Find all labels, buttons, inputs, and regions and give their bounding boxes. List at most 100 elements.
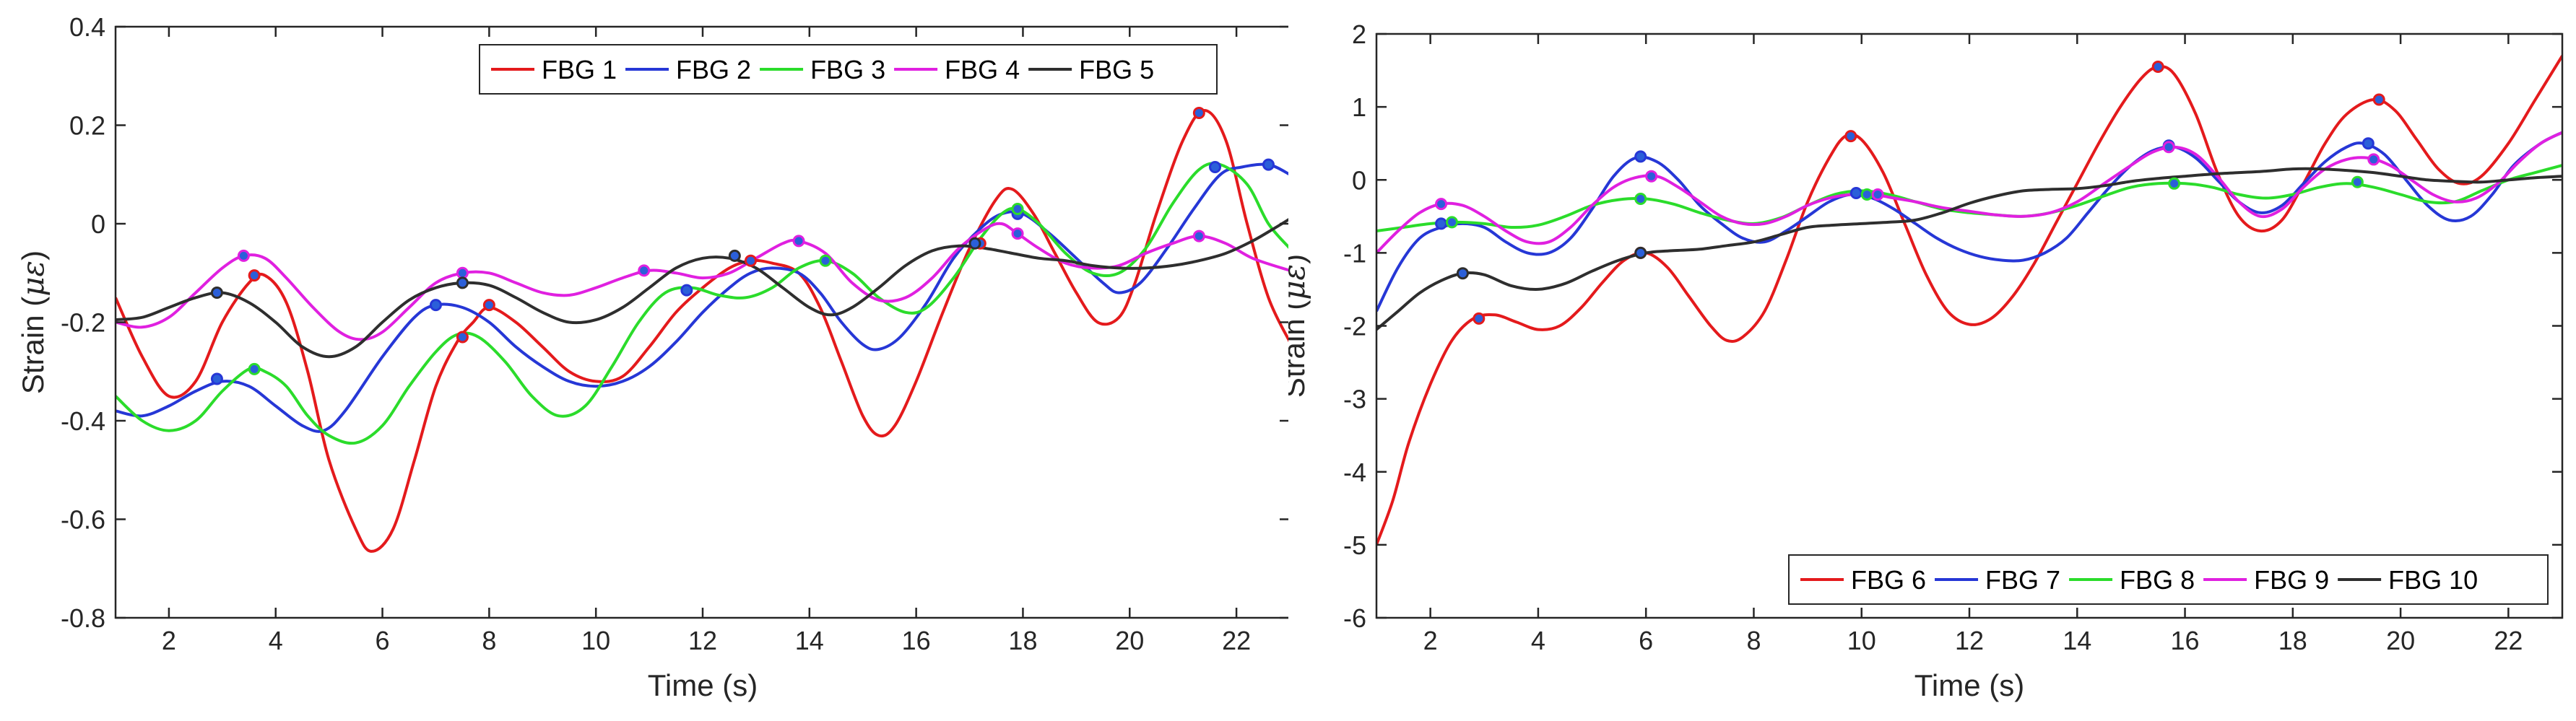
- marker-fbg-4-3: [792, 235, 805, 248]
- x-axis-label: Time (s): [648, 668, 758, 702]
- x-tick-label: 6: [376, 626, 390, 655]
- x-tick-label: 2: [162, 626, 176, 655]
- marker-fbg-4-2: [638, 264, 651, 277]
- legend: FBG 6 FBG 7 FBG 8 FBG 9 FBG 10: [1788, 554, 2549, 605]
- marker-fbg-2-4: [1209, 161, 1222, 174]
- y-tick-label: 1: [1352, 92, 1366, 122]
- plot-background: [116, 27, 1288, 618]
- marker-fbg-1-1: [456, 331, 469, 344]
- marker-fbg-9-2: [1871, 188, 1884, 201]
- marker-fbg-5-0: [210, 287, 223, 300]
- series-line-fbg-5: [116, 218, 1288, 359]
- series-lines: [1376, 55, 2562, 546]
- x-tick-label: 8: [1746, 626, 1761, 655]
- series-line-fbg-10: [1376, 167, 2562, 331]
- x-tick-label: 14: [795, 626, 824, 655]
- marker-fbg-2-0: [210, 372, 223, 385]
- y-tick-label: -6: [1343, 603, 1366, 633]
- y-tick-label: -0.2: [61, 308, 105, 338]
- x-tick-label: 18: [1008, 626, 1037, 655]
- x-tick-label: 22: [2494, 626, 2523, 655]
- marker-fbg-4-0: [237, 249, 250, 262]
- marker-fbg-1-2: [482, 299, 495, 312]
- marker-fbg-5-3: [968, 237, 981, 250]
- y-tick-label: -0.8: [61, 603, 105, 633]
- x-tick-label: 22: [1222, 626, 1251, 655]
- marker-fbg-4-5: [1192, 230, 1205, 242]
- marker-fbg-2-1: [429, 299, 442, 312]
- series-line-fbg-6: [1376, 55, 2562, 546]
- marker-fbg-2-2: [680, 284, 693, 297]
- series-markers: [210, 106, 1275, 385]
- marker-fbg-2-5: [1262, 158, 1275, 171]
- x-tick-label: 4: [1531, 626, 1545, 655]
- x-tick-label: 12: [688, 626, 717, 655]
- marker-fbg-9-4: [2367, 153, 2380, 166]
- marker-fbg-3-2: [1011, 203, 1024, 216]
- y-axis-label-prefix: Strain (: [16, 297, 50, 394]
- marker-fbg-4-4: [1011, 227, 1024, 240]
- y-axis-label-suffix: ): [16, 250, 50, 261]
- marker-fbg-8-1: [1634, 193, 1647, 206]
- x-tick-label: 8: [482, 626, 496, 655]
- series-line-fbg-8: [1376, 164, 2562, 232]
- marker-fbg-9-3: [2162, 141, 2175, 154]
- marker-fbg-8-4: [2351, 175, 2364, 188]
- marker-fbg-1-5: [1192, 106, 1205, 119]
- strain-chart-fbg-1-5: 2 4 6 8 10 12 14 16 18 20 22 -0.8 -0.6 -0.4 -0.2 0 0.2 0.…: [15, 12, 1288, 702]
- marker-fbg-3-1: [819, 254, 832, 267]
- y-tick-label: -2: [1343, 312, 1366, 341]
- marker-fbg-6-2: [1844, 130, 1857, 143]
- series-line-fbg-7: [1376, 131, 2562, 313]
- y-tick-label: -1: [1343, 238, 1366, 268]
- legend-label-fbg-6: FBG 6: [1851, 565, 1926, 595]
- y-tick-label: 0: [91, 209, 105, 239]
- marker-fbg-1-0: [248, 269, 261, 282]
- x-tick-label: 18: [2278, 626, 2307, 655]
- legend-label-fbg-4: FBG 4: [945, 55, 1020, 84]
- marker-fbg-5-1: [456, 276, 469, 289]
- marker-fbg-6-3: [2151, 61, 2164, 74]
- legend-label-fbg-3: FBG 3: [810, 55, 885, 84]
- marker-fbg-8-0: [1445, 216, 1458, 229]
- x-tick-label: 14: [2063, 626, 2091, 655]
- series-line-fbg-1: [116, 109, 1288, 553]
- legend-label-fbg-1: FBG 1: [542, 55, 617, 84]
- legend: FBG 1 FBG 2 FBG 3 FBG 4 FBG 5: [479, 44, 1218, 95]
- legend-label-fbg-9: FBG 9: [2254, 565, 2329, 595]
- marker-fbg-6-4: [2372, 93, 2385, 106]
- series-line-fbg-3: [116, 162, 1288, 445]
- legend-box: [479, 44, 1218, 95]
- y-axis-label-unit: με: [15, 261, 51, 297]
- marker-fbg-3-0: [248, 362, 261, 375]
- legend-label-fbg-8: FBG 8: [2120, 565, 2195, 595]
- marker-fbg-8-2: [1860, 188, 1873, 201]
- y-tick-label: -3: [1343, 385, 1366, 414]
- marker-fbg-9-1: [1645, 170, 1658, 183]
- y-axis-label: Strain (με): [1288, 254, 1311, 398]
- x-tick-label: 10: [1847, 626, 1876, 655]
- x-tick-label: 20: [1115, 626, 1144, 655]
- legend-label-fbg-7: FBG 7: [1985, 565, 2060, 595]
- y-tick-label: -0.6: [61, 505, 105, 535]
- series-line-fbg-4: [116, 222, 1288, 341]
- y-axis-label: Strain (με): [15, 250, 51, 394]
- y-axis-label-prefix: Strain (: [1288, 300, 1311, 398]
- y-axis-label-unit: με: [1288, 264, 1311, 300]
- y-tick-label: -0.4: [61, 406, 105, 436]
- y-tick-label: -5: [1343, 530, 1366, 560]
- y-axis-label-suffix: ): [1288, 254, 1311, 264]
- y-tick-label: 2: [1352, 19, 1366, 49]
- marker-fbg-7-1: [1634, 150, 1647, 163]
- x-tick-label: 6: [1639, 626, 1653, 655]
- ticks: 2 4 6 8 10 12 14 16 18 20 22 -0.8 -0.6 -0.4 -0.2 0 0.2 0.…: [61, 12, 1288, 655]
- x-tick-label: 10: [581, 626, 610, 655]
- x-tick-label: 16: [902, 626, 931, 655]
- marker-fbg-4-1: [456, 266, 469, 279]
- x-tick-label: 4: [269, 626, 283, 655]
- marker-fbg-10-1: [1634, 246, 1647, 259]
- marker-fbg-10-0: [1456, 267, 1469, 280]
- marker-fbg-8-3: [2168, 177, 2181, 190]
- x-tick-label: 20: [2386, 626, 2415, 655]
